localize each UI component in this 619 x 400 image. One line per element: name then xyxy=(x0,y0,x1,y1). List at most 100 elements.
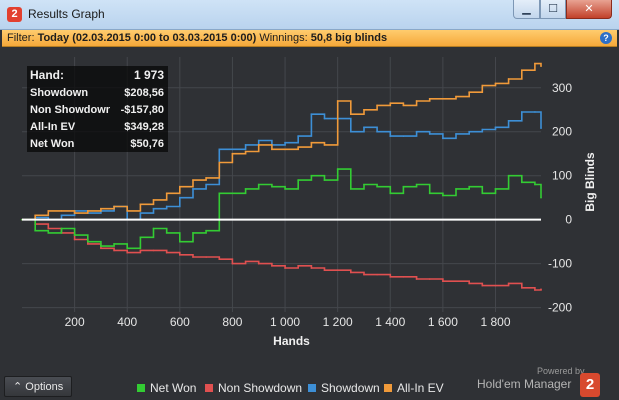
data-point xyxy=(455,95,457,98)
stats-value: $208,56 xyxy=(124,87,164,99)
stats-value: -$157,80 xyxy=(120,104,164,116)
y-axis-title: Big Blinds xyxy=(583,152,597,212)
data-point xyxy=(244,260,247,263)
x-tick-label: 1 800 xyxy=(480,315,510,329)
data-point xyxy=(376,104,378,107)
data-point xyxy=(271,185,273,188)
data-point xyxy=(428,133,431,135)
data-point xyxy=(165,205,168,208)
data-point xyxy=(218,148,221,151)
data-point xyxy=(481,84,484,87)
data-point xyxy=(152,199,155,201)
options-button[interactable]: ⌃ Options xyxy=(4,376,72,397)
data-point xyxy=(534,289,536,291)
minimize-button[interactable]: ▁ xyxy=(513,0,540,19)
stats-row-net-won: Net Won $50,76 xyxy=(27,136,168,153)
data-point xyxy=(363,108,365,111)
data-point xyxy=(468,282,470,285)
legend-label: Showdown xyxy=(321,381,380,395)
data-point xyxy=(494,188,497,190)
data-point xyxy=(402,276,405,278)
data-point xyxy=(297,179,300,181)
stats-row-hands: Hand: 1 973 xyxy=(27,66,168,85)
data-point xyxy=(113,243,115,245)
data-point xyxy=(402,104,405,107)
data-point xyxy=(323,144,326,146)
data-point xyxy=(244,144,247,146)
data-point xyxy=(284,148,286,151)
filter-value[interactable]: Today (02.03.2015 0:00 to 03.03.2015 0:0… xyxy=(37,32,257,44)
data-point xyxy=(165,192,168,195)
data-point xyxy=(60,210,63,212)
legend-showdown: Showdown xyxy=(308,381,380,395)
data-point xyxy=(310,267,313,269)
data-point xyxy=(428,278,431,280)
data-point xyxy=(231,152,234,155)
data-point xyxy=(297,135,300,137)
legend-swatch xyxy=(205,384,213,392)
data-point xyxy=(218,192,221,195)
powered-by-label: Powered by xyxy=(537,366,585,376)
data-point xyxy=(540,196,542,199)
winnings-label: Winnings: xyxy=(259,32,308,44)
data-point xyxy=(481,128,484,131)
data-point xyxy=(376,130,378,133)
data-point xyxy=(60,227,63,230)
data-point xyxy=(86,240,89,243)
data-point xyxy=(442,280,444,283)
bottom-bar: ⌃ Options Net Won Non Showdown Showdown … xyxy=(0,366,619,400)
stats-panel: Hand: 1 973 Showdown $208,56 Non Showdow… xyxy=(27,66,168,152)
data-point xyxy=(481,284,484,287)
data-point xyxy=(139,203,142,206)
data-point xyxy=(376,273,378,276)
data-point xyxy=(284,141,286,144)
data-point xyxy=(257,262,260,265)
x-tick-label: 1 600 xyxy=(428,315,458,329)
data-point xyxy=(73,234,76,236)
data-point xyxy=(179,254,181,256)
filter-label: Filter: xyxy=(7,32,35,44)
data-point xyxy=(152,227,155,230)
data-point xyxy=(481,192,484,195)
data-point xyxy=(534,62,536,65)
title-bar: 2 Results Graph ▁ ☐ ✕ xyxy=(0,0,619,30)
data-point xyxy=(310,113,313,115)
data-point xyxy=(205,256,207,258)
data-point xyxy=(271,148,273,151)
data-point xyxy=(100,247,102,250)
data-point xyxy=(336,168,339,170)
legend-label: Net Won xyxy=(150,381,197,395)
data-point xyxy=(165,232,168,234)
brand-label: Hold'em Manager xyxy=(477,377,572,391)
close-button[interactable]: ✕ xyxy=(566,0,612,19)
data-point xyxy=(455,133,457,135)
window-title: Results Graph xyxy=(28,7,105,21)
data-point xyxy=(100,245,102,247)
data-point xyxy=(271,265,273,267)
help-icon[interactable]: ? xyxy=(600,32,612,44)
y-tick-label: 100 xyxy=(552,169,572,183)
data-point xyxy=(442,97,444,100)
y-tick-label: -100 xyxy=(548,257,572,271)
data-point xyxy=(113,205,115,208)
y-tick-label: 300 xyxy=(552,81,572,95)
series-line-showdown xyxy=(22,111,542,221)
data-point xyxy=(257,139,260,142)
data-point xyxy=(113,249,115,252)
data-point xyxy=(284,188,286,190)
stats-label: Showdown xyxy=(30,87,89,99)
data-point xyxy=(520,111,523,113)
data-point xyxy=(126,247,129,250)
data-point xyxy=(507,174,510,177)
data-point xyxy=(244,188,247,190)
x-tick-label: 200 xyxy=(65,315,85,329)
data-point xyxy=(428,97,431,100)
data-point xyxy=(534,183,536,186)
x-tick-label: 400 xyxy=(117,315,137,329)
options-label: Options xyxy=(25,381,64,393)
stats-label: Non Showdown xyxy=(30,104,110,116)
data-point xyxy=(60,214,63,217)
data-point xyxy=(540,127,542,130)
data-point xyxy=(389,276,392,278)
maximize-button[interactable]: ☐ xyxy=(540,0,566,19)
